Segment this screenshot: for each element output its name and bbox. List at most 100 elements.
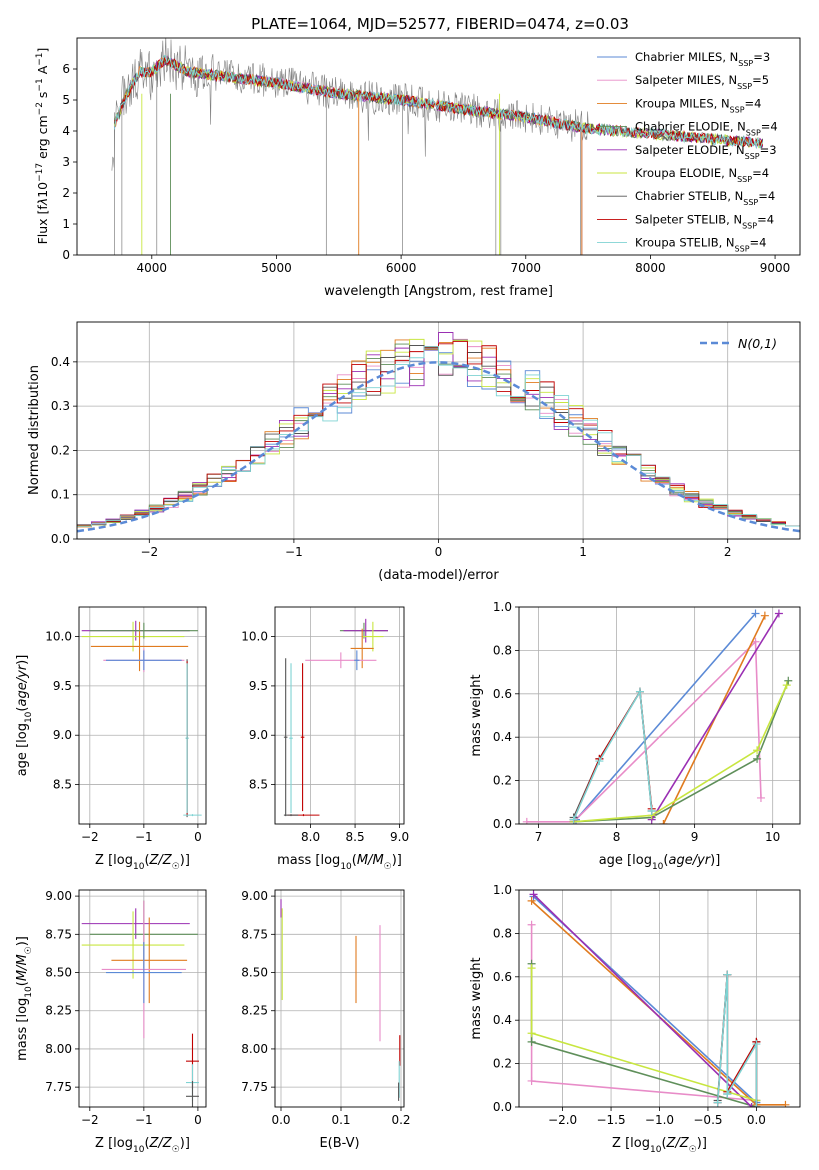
- plot-area: [111, 38, 764, 255]
- y-tick-label: 0.2: [493, 774, 512, 788]
- x-axis-label: mass [log10(M/M☉)]: [277, 853, 402, 872]
- weight-point-marker: [784, 676, 793, 685]
- weight-point-marker: [527, 896, 536, 905]
- x-axis-label: Z [log10(Z/Z☉)]: [612, 1136, 707, 1155]
- y-tick-label: 3: [62, 155, 70, 169]
- y-tick-label: 5: [62, 93, 70, 107]
- normal-reference-curve: [77, 361, 800, 533]
- weight-line-6: [572, 689, 653, 818]
- weight-point-marker: [774, 609, 783, 618]
- panel-spectrum: 4000 5000 6000 7000 8000 9000 0 1 2 3 4 5 6 Chabrier …: [35, 37, 801, 299]
- figure-title: PLATE=1064, MJD=52577, FIBERID=0474, z=0…: [251, 15, 629, 33]
- x-axis-label: E(B-V): [319, 1136, 359, 1151]
- y-tick-label: 0.2: [51, 443, 70, 457]
- weight-point-marker: [529, 890, 538, 899]
- panel-mass-vs-ebv: 0.0 0.1 0.2 7.75 8.00 8.25 8.50 8.75 9.00 E(B-V): [241, 889, 410, 1151]
- x-tick-label: 0: [435, 545, 443, 559]
- weight-point-marker: [522, 817, 531, 824]
- x-tick-label: 0.0: [271, 1113, 290, 1127]
- x-tick-label: 0: [194, 830, 202, 844]
- weight-point-marker: [713, 1098, 722, 1107]
- x-tick-label: 1: [579, 545, 587, 559]
- y-tick-label: 0.1: [51, 488, 70, 502]
- legend-entry-1: Salpeter MILES, NSSP=5: [635, 73, 769, 91]
- weight-point-marker: [753, 746, 762, 755]
- weight-line-4: [651, 613, 780, 821]
- y-tick-label: 8.25: [241, 1004, 268, 1018]
- weight-point-marker: [751, 609, 760, 618]
- y-tick-label: 0.6: [493, 970, 512, 984]
- weight-point-marker: [752, 1040, 761, 1049]
- y-tick-label: 8.00: [45, 1042, 72, 1056]
- y-tick-label: 8.50: [45, 966, 72, 980]
- plot-area: [77, 332, 800, 533]
- weight-point-marker: [753, 754, 762, 763]
- y-axis-label: mass weight: [469, 674, 484, 756]
- x-tick-label: 6000: [386, 261, 417, 275]
- x-tick-label: −2: [81, 830, 99, 844]
- y-tick-label: 8.50: [241, 966, 268, 980]
- y-tick-label: 9.0: [53, 728, 72, 742]
- plot-area: [283, 618, 388, 817]
- weight-point-marker: [527, 964, 536, 973]
- y-tick-label: 9.00: [241, 889, 268, 903]
- y-tick-label: 9.00: [45, 889, 72, 903]
- y-tick-label: 10.0: [45, 630, 72, 644]
- weight-point-marker: [527, 1076, 536, 1085]
- weight-point-marker: [569, 815, 578, 824]
- x-axis-label: (data-model)/error: [378, 568, 499, 583]
- axes-frame: [518, 606, 801, 825]
- y-tick-label: 10.0: [241, 630, 268, 644]
- panel-weight-vs-z: −2.0 −1.5 −1.0 −0.5 0.0 0.0 0.2 0.4 0.6 0.8 1.0 Z […: [469, 883, 801, 1155]
- x-tick-label: 7: [535, 830, 543, 844]
- legend-entry-8: Kroupa STELIB, NSSP=4: [635, 236, 766, 254]
- y-tick-label: 0.6: [493, 687, 512, 701]
- y-tick-label: 1.0: [493, 600, 512, 614]
- x-tick-label: 8.5: [346, 830, 365, 844]
- x-tick-label: 0: [194, 1113, 202, 1127]
- panel-age-vs-z: −2 −1 0 8.5 9.0 9.5 10.0 Z [log10(Z/Z☉)] age [lo…: [15, 606, 207, 872]
- x-tick-label: −1: [135, 830, 153, 844]
- y-tick-label: 6: [62, 62, 70, 76]
- y-tick-label: 7.75: [45, 1080, 72, 1094]
- weight-point-marker: [782, 681, 791, 690]
- y-axis-label: Flux [fλ10−17 erg cm−2 s−1 A−1]: [35, 48, 50, 245]
- legend-entry-reference: N(0,1): [738, 336, 777, 351]
- y-tick-label: 1.0: [493, 883, 512, 897]
- y-tick-label: 8.75: [45, 927, 72, 941]
- x-tick-label: −2: [81, 1113, 99, 1127]
- plot-area: [280, 899, 401, 1101]
- x-tick-label: −1: [135, 1113, 153, 1127]
- weight-point-marker: [527, 1029, 536, 1038]
- weight-line-3: [573, 680, 790, 823]
- x-tick-label: 0.1: [331, 1113, 350, 1127]
- x-axis-label: wavelength [Angstrom, rest frame]: [324, 284, 553, 299]
- model-spectrum-7: [114, 56, 764, 148]
- weight-line-5: [573, 684, 788, 823]
- x-tick-label: −2: [140, 545, 158, 559]
- weight-point-marker: [747, 1103, 756, 1107]
- x-tick-label: 8: [613, 830, 621, 844]
- legend-entry-3: Chabrier ELODIE, NSSP=4: [635, 120, 778, 138]
- x-tick-label: −1.0: [645, 1113, 674, 1127]
- axes-frame: [78, 889, 207, 1108]
- y-tick-label: 8.5: [249, 778, 268, 792]
- x-tick-label: −2.0: [548, 1113, 577, 1127]
- histogram-4: [77, 332, 800, 527]
- model-spectrum-8: [113, 55, 764, 149]
- x-tick-label: 9000: [760, 261, 791, 275]
- x-tick-label: −1.5: [596, 1113, 625, 1127]
- plot-area: [522, 609, 793, 824]
- weight-point-marker: [756, 793, 765, 802]
- y-tick-label: 0.4: [493, 730, 512, 744]
- x-tick-label: 5000: [261, 261, 292, 275]
- y-tick-label: 8.5: [53, 778, 72, 792]
- weight-point-marker: [781, 1100, 790, 1107]
- weight-point-marker: [760, 611, 769, 620]
- weight-point-marker: [647, 806, 656, 815]
- weight-point-marker: [659, 820, 668, 824]
- y-tick-label: 8.25: [45, 1004, 72, 1018]
- x-tick-label: 4000: [137, 261, 168, 275]
- x-tick-label: 8000: [635, 261, 666, 275]
